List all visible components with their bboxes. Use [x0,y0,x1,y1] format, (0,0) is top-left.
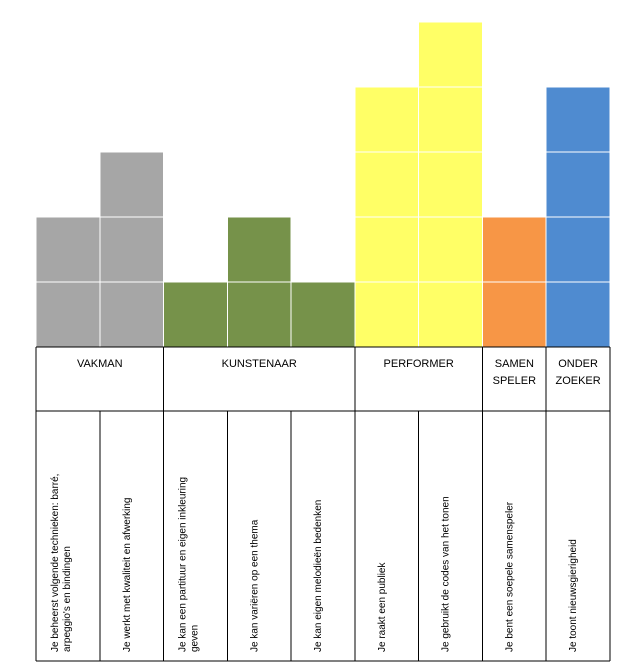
bar-9-block-1 [545,281,611,348]
criterion-label-5: Je kan eigen melodieën bedenken [313,500,324,652]
bar-5 [290,281,356,348]
bar-6-block-1 [354,281,420,348]
bar-3-block-1 [163,281,228,348]
bar-7-block-3 [418,151,483,218]
criterion-label-4: Je kan variëren op een thema [249,519,260,652]
bar-9-block-2 [545,216,611,283]
bar-8 [481,216,547,348]
criterion-label-3: Je kan een partituur en eigen inkleuring… [178,477,201,652]
bar-2-block-1 [99,281,165,348]
bar-9-block-4 [545,86,611,153]
bar-1 [35,216,101,348]
bar-7-block-1 [418,281,483,348]
bar-6-block-3 [354,151,420,218]
bar-7 [418,21,483,348]
bar-2 [99,151,165,348]
criteria-table [35,346,611,662]
bar-4-block-1 [226,281,292,348]
bar-3 [163,281,228,348]
bar-4 [226,216,292,348]
bar-5-block-1 [290,281,356,348]
criterion-label-6: Je raakt een publiek [377,561,388,652]
criterion-label-1: Je beheerst volgende technieken: barré,a… [50,474,73,652]
bar-9-block-3 [545,151,611,218]
bar-7-block-5 [418,21,483,88]
bar-1-block-2 [35,216,101,283]
bar-4-block-2 [226,216,292,283]
bar-6 [354,86,420,348]
category-label-3: PERFORMER [384,358,454,370]
category-label-5: ONDER ZOEKER [555,358,600,387]
bar-2-block-2 [99,216,165,283]
bar-2-block-3 [99,151,165,218]
category-label-2: KUNSTENAAR [222,358,297,370]
criterion-label-2: Je werkt met kwaliteit en afwerking [122,497,133,652]
bar-6-block-4 [354,86,420,153]
bar-8-block-1 [481,281,547,348]
criterion-label-7: Je gebruikt de codes van het tonen [441,496,452,652]
bar-1-block-1 [35,281,101,348]
category-label-4: SAMEN SPELER [493,358,536,387]
bar-9 [545,86,611,348]
bar-6-block-2 [354,216,420,283]
criterion-label-8: Je bent een soepele samenspeler [504,501,515,652]
category-label-1: VAKMAN [77,358,123,370]
criterion-label-9: Je toont nieuwsgierigheid [568,539,579,652]
bar-7-block-2 [418,216,483,283]
bar-8-block-2 [481,216,547,283]
bar-7-block-4 [418,86,483,153]
